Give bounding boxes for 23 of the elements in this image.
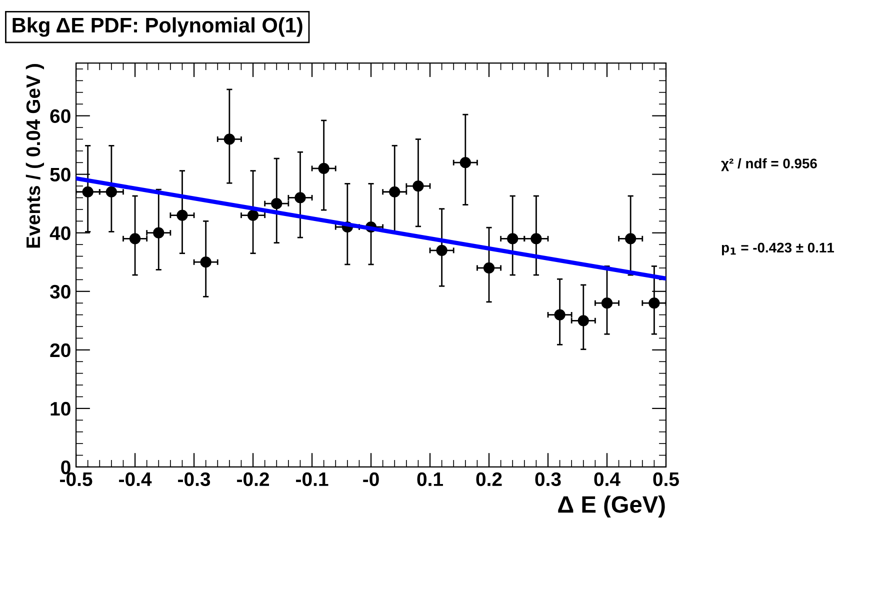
- x-tick-label: 0.3: [535, 472, 561, 486]
- chart-title: Bkg ΔE PDF: Polynomial O(1): [12, 17, 302, 37]
- x-tick-label: 0.2: [476, 472, 502, 486]
- x-axis-title: Δ E (GeV): [558, 496, 665, 518]
- x-tick-label: -0: [363, 472, 379, 486]
- y-tick-label: 10: [50, 402, 70, 416]
- x-tick-label: 0.1: [417, 472, 443, 486]
- y-tick-label: 40: [50, 226, 70, 240]
- x-tick-label: -0.5: [60, 472, 92, 486]
- x-tick-label: -0.2: [237, 472, 269, 486]
- y-tick-label: 30: [50, 284, 70, 299]
- text: p$_{1}$ = -0.423 ± 0.11: [722, 242, 834, 256]
- x-tick-label: -0.1: [296, 472, 328, 486]
- x-tick-label: 0.5: [653, 472, 679, 486]
- y-axis-title: Events / ( 0.04 GeV ): [26, 64, 44, 248]
- text: χ² / ndf = 0.956: [721, 158, 817, 172]
- x-tick-label: 0.4: [594, 472, 620, 486]
- x-tick-label: -0.4: [119, 472, 152, 486]
- y-tick-label: 60: [50, 109, 70, 124]
- x-tick-label: -0.3: [178, 472, 210, 486]
- y-tick-label: 50: [50, 168, 70, 182]
- y-tick-label: 0: [61, 460, 70, 474]
- y-tick-label: 20: [50, 343, 70, 358]
